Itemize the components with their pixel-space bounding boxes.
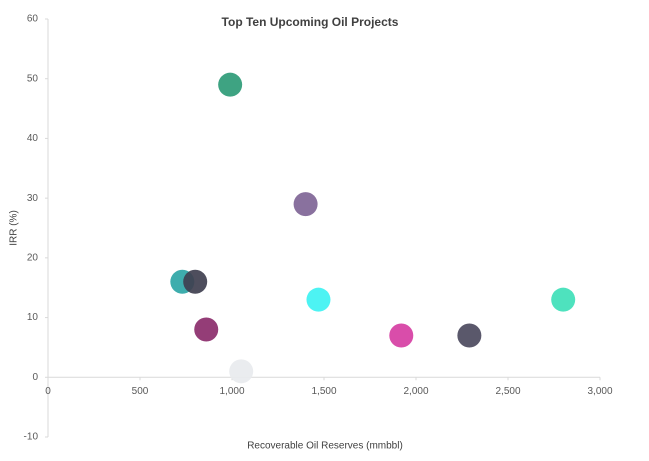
bubble bbox=[306, 287, 331, 312]
bubble bbox=[218, 72, 243, 97]
bubble bbox=[194, 317, 219, 342]
x-tick-label: 2,500 bbox=[495, 386, 520, 397]
x-tick-label: 1,500 bbox=[311, 386, 336, 397]
x-tick-label: 500 bbox=[132, 386, 149, 397]
y-tick-label: 60 bbox=[27, 14, 39, 25]
x-tick-label: 2,000 bbox=[403, 386, 428, 397]
y-tick-label: 0 bbox=[32, 372, 38, 383]
x-tick-label: 0 bbox=[45, 386, 51, 397]
y-tick-label: 30 bbox=[27, 193, 39, 204]
bubble bbox=[457, 323, 482, 348]
y-tick-label: 50 bbox=[27, 73, 39, 84]
y-tick-label: -10 bbox=[24, 432, 39, 443]
chart-title: Top Ten Upcoming Oil Projects bbox=[222, 15, 399, 29]
y-tick-label: 20 bbox=[27, 252, 39, 263]
x-axis-title: Recoverable Oil Reserves (mmbbl) bbox=[247, 441, 403, 452]
y-tick-label: 10 bbox=[27, 312, 39, 323]
bubble bbox=[551, 287, 576, 312]
x-tick-label: 1,000 bbox=[219, 386, 244, 397]
bubble bbox=[389, 323, 414, 348]
x-tick-label: 3,000 bbox=[587, 386, 612, 397]
bubble bbox=[229, 359, 254, 384]
bubble bbox=[183, 269, 208, 294]
y-axis-title: IRR (%) bbox=[9, 210, 20, 246]
bubble bbox=[293, 192, 318, 217]
y-tick-label: 40 bbox=[27, 133, 39, 144]
